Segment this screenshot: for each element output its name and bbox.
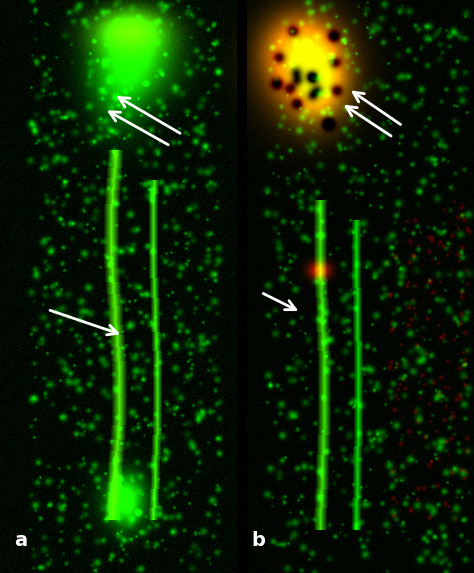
Text: a: a <box>14 531 27 550</box>
Text: b: b <box>251 531 265 550</box>
